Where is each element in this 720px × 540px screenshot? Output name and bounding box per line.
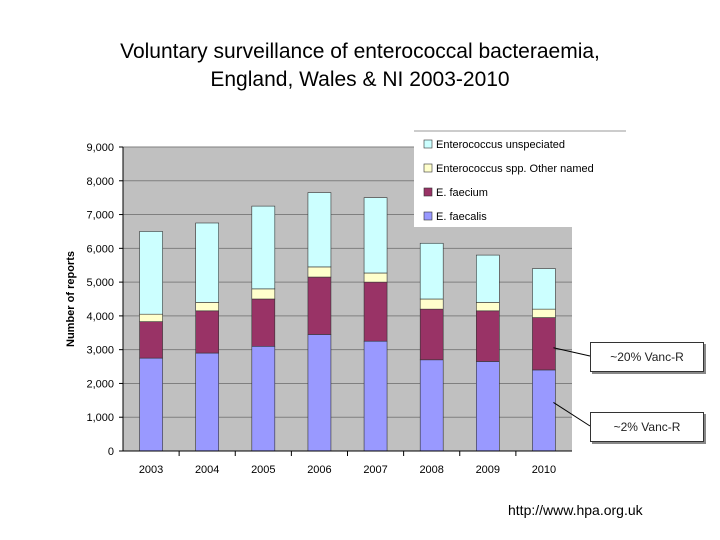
source-url: http://www.hpa.org.uk	[508, 502, 643, 518]
bar-enterococcus-unspeciated-2005	[251, 205, 276, 290]
legend-label: Enterococcus unspeciated	[436, 139, 565, 151]
bar-enterococcus-spp-other-named-2006	[307, 266, 332, 278]
callout-faecium-vanc-r: ~20% Vanc-R	[590, 342, 704, 372]
y-tick-label: 5,000	[86, 277, 114, 289]
bar-enterococcus-unspeciated-2004	[195, 222, 219, 303]
y-tick-label: 3,000	[86, 345, 114, 357]
x-tick-label: 2005	[251, 464, 275, 476]
x-tick-label: 2008	[419, 464, 443, 476]
legend-label: Enterococcus spp. Other named	[436, 163, 594, 175]
bar-e-faecium-2009	[476, 310, 500, 362]
bar-enterococcus-spp-other-named-2010	[532, 308, 556, 318]
bar-e-faecium-2007	[363, 281, 388, 342]
bar-e-faecium-2010	[532, 317, 556, 371]
legend-swatch	[423, 211, 433, 221]
x-tick-label: 2004	[195, 464, 219, 476]
bar-e-faecalis-2006	[307, 334, 332, 452]
bar-enterococcus-spp-other-named-2005	[251, 288, 276, 300]
y-axis-label: Number of reports	[65, 251, 77, 347]
bar-enterococcus-spp-other-named-2004	[195, 302, 219, 312]
bar-e-faecalis-2009	[476, 361, 500, 452]
legend-label: E. faecium	[436, 187, 488, 199]
leader-faecium	[553, 347, 591, 357]
bar-enterococcus-spp-other-named-2009	[476, 302, 500, 312]
bar-e-faecium-2004	[195, 310, 219, 354]
legend-box	[414, 131, 626, 227]
slide-title: Voluntary surveillance of enterococcal b…	[0, 38, 720, 94]
x-tick-label: 2009	[476, 464, 500, 476]
title-line-2: England, Wales & NI 2003-2010	[210, 68, 510, 91]
bars	[139, 192, 556, 452]
y-tick-label: 4,000	[86, 311, 114, 323]
bar-e-faecium-2008	[419, 308, 444, 361]
x-tick-label: 2006	[307, 464, 331, 476]
bar-e-faecalis-2005	[251, 345, 276, 452]
legend-label: E. faecalis	[436, 211, 487, 223]
legend: Enterococcus unspeciated Enterococcus spp…	[414, 130, 626, 227]
callout-leaders	[553, 347, 591, 427]
axes: 0 1,000 2,000 3,000 4,000 5,000 6,000 7,000 8,00…	[65, 142, 572, 476]
y-tick-label: 2,000	[86, 378, 114, 390]
bar-enterococcus-spp-other-named-2003	[139, 313, 163, 322]
x-tick-label: 2010	[532, 464, 556, 476]
bar-e-faecium-2006	[307, 276, 332, 335]
y-tick-label: 6,000	[86, 243, 114, 255]
bar-e-faecalis-2007	[363, 340, 388, 452]
bar-e-faecalis-2008	[419, 359, 444, 452]
bar-e-faecalis-2010	[532, 369, 556, 452]
bar-enterococcus-unspeciated-2008	[419, 242, 444, 300]
bar-enterococcus-unspeciated-2009	[476, 254, 500, 303]
x-tick-label: 2003	[139, 464, 163, 476]
bar-enterococcus-spp-other-named-2007	[363, 272, 388, 283]
leader-faecalis	[553, 402, 591, 427]
title-line-1: Voluntary surveillance of enterococcal b…	[120, 40, 600, 63]
bar-enterococcus-spp-other-named-2008	[419, 298, 444, 310]
legend-swatch	[423, 187, 433, 197]
callout-faecalis-vanc-r: ~2% Vanc-R	[590, 412, 704, 442]
bar-enterococcus-unspeciated-2007	[363, 197, 388, 274]
legend-swatch	[423, 163, 433, 173]
bar-e-faecalis-2003	[139, 357, 163, 452]
bar-enterococcus-unspeciated-2010	[532, 268, 556, 310]
y-tick-label: 0	[108, 446, 114, 458]
bar-e-faecium-2005	[251, 298, 276, 347]
legend-swatch	[423, 139, 433, 149]
y-tick-label: 8,000	[86, 176, 114, 188]
bar-e-faecalis-2004	[195, 352, 219, 452]
y-tick-label: 9,000	[86, 142, 114, 154]
y-tick-label: 1,000	[86, 412, 114, 424]
y-tick-label: 7,000	[86, 210, 114, 222]
bar-enterococcus-unspeciated-2003	[139, 231, 163, 315]
bar-e-faecium-2003	[139, 321, 163, 359]
x-tick-label: 2007	[363, 464, 387, 476]
bar-enterococcus-unspeciated-2006	[307, 192, 332, 268]
